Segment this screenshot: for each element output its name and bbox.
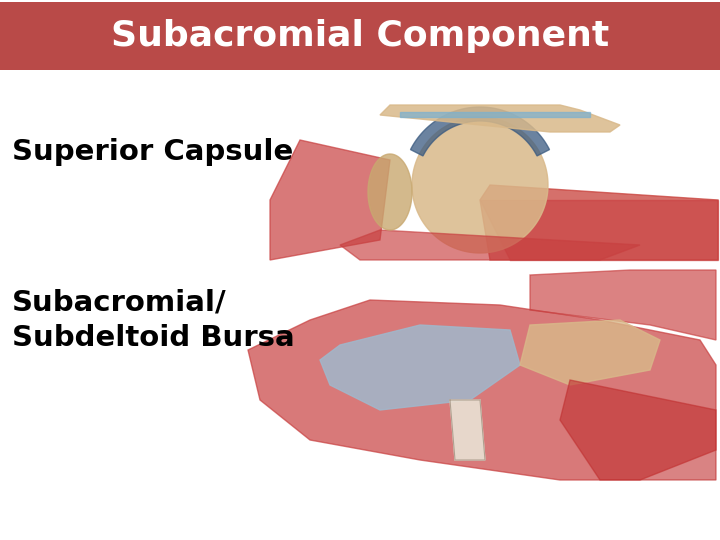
Polygon shape <box>248 300 716 480</box>
Polygon shape <box>340 230 640 260</box>
Polygon shape <box>530 270 716 340</box>
Polygon shape <box>480 200 718 260</box>
Polygon shape <box>560 380 716 480</box>
Polygon shape <box>450 400 485 460</box>
Polygon shape <box>400 112 590 117</box>
Polygon shape <box>368 154 412 230</box>
Polygon shape <box>410 107 549 156</box>
Polygon shape <box>520 320 660 385</box>
Bar <box>0 2 720 70</box>
Text: Superior Capsule: Superior Capsule <box>12 138 293 166</box>
Polygon shape <box>380 105 620 132</box>
Polygon shape <box>412 117 548 253</box>
Polygon shape <box>320 325 520 410</box>
Polygon shape <box>480 185 718 260</box>
Text: Subacromial Component: Subacromial Component <box>111 19 609 53</box>
Text: Subacromial/
Subdeltoid Bursa: Subacromial/ Subdeltoid Bursa <box>12 288 294 352</box>
Bar <box>270 78 718 260</box>
Bar <box>248 270 716 480</box>
Polygon shape <box>270 140 390 260</box>
